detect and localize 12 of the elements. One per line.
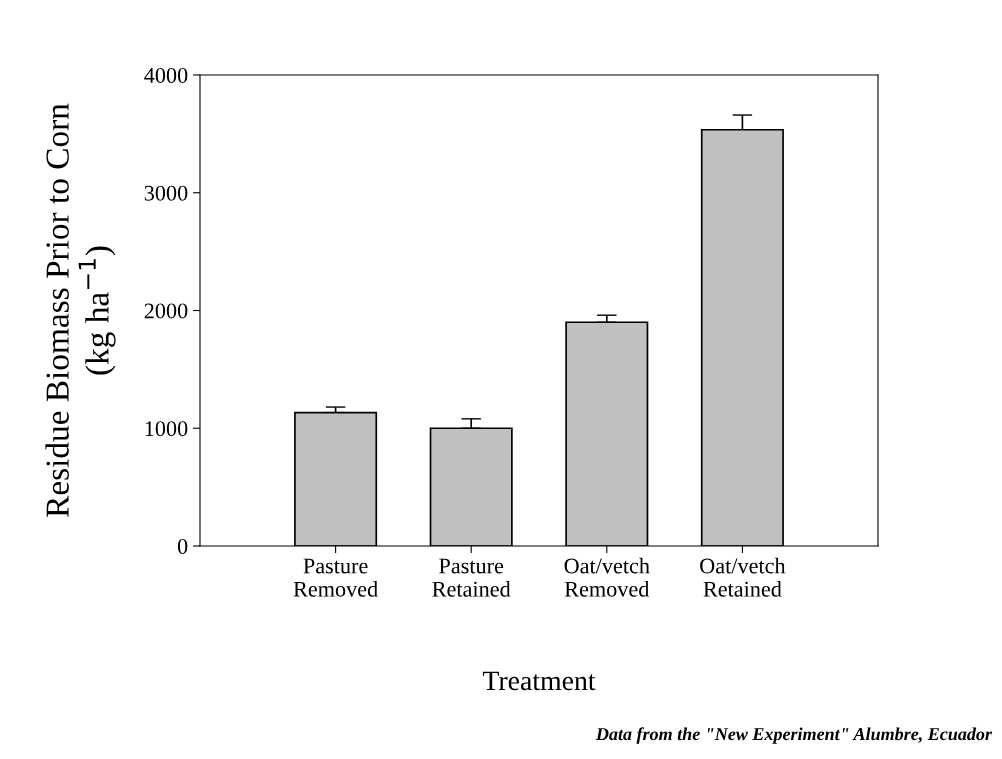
y-tick-label: 1000 — [145, 421, 188, 437]
text: Data from the "New Experiment" Alumbre, Ecuador — [595, 727, 993, 744]
y-tick-label: 0 — [177, 538, 188, 554]
x-tick-label: Pasture Retained — [432, 558, 511, 597]
x-axis-title: Treatment — [482, 671, 596, 691]
x-tick-label: Pasture Removed — [293, 558, 378, 597]
y-axis-title: Residue Biomass Prior to Corn (kg ha$^{−1}$) — [45, 103, 116, 517]
y-tick-label: 2000 — [144, 303, 188, 319]
x-tick-label: Oat/vetch Retained — [700, 557, 786, 597]
y-tick-label: 3000 — [144, 185, 188, 201]
y-tick-label: 4000 — [144, 67, 188, 83]
x-tick-label: Oat/vetch Removed — [564, 557, 650, 597]
